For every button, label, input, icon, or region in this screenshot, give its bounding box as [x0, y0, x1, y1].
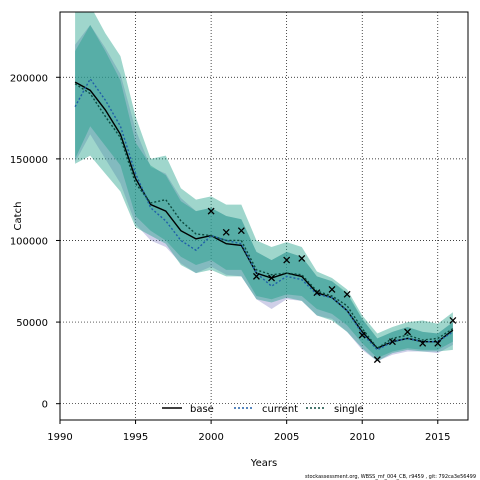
observation-marker: [283, 256, 291, 264]
confidence-band-current: [75, 25, 453, 362]
y-tick-label: 100000: [10, 236, 48, 247]
observation-marker: [237, 227, 245, 235]
y-tick-label: 150000: [10, 155, 48, 166]
marker-stroke: [388, 338, 396, 346]
observation-marker: [419, 339, 427, 347]
x-tick-label: 2015: [425, 432, 450, 443]
marker-stroke: [358, 331, 366, 339]
marker-stroke: [207, 207, 215, 215]
confidence-bands: [75, 12, 453, 362]
series-line-current: [74, 77, 454, 351]
legend-label-single: single: [334, 404, 364, 415]
observation-marker: [404, 328, 412, 336]
x-tick-label: 2010: [349, 432, 374, 443]
series-line-single: [74, 83, 454, 350]
marker-stroke: [237, 227, 245, 235]
marker-stroke: [313, 289, 321, 297]
observation-marker: [388, 338, 396, 346]
observation-marker: [252, 272, 260, 280]
marker-stroke: [252, 272, 260, 280]
confidence-band-single: [75, 12, 453, 362]
marker-stroke: [283, 256, 291, 264]
observation-marker: [434, 339, 442, 347]
marker-stroke: [298, 254, 306, 262]
legend-label-base: base: [190, 404, 214, 415]
y-tick-label: 0: [42, 400, 48, 411]
grid-layer: [59, 12, 468, 420]
confidence-band-base: [75, 25, 453, 358]
observation-marker: [222, 228, 230, 236]
observation-marker: [373, 356, 381, 364]
y-tick-label: 200000: [10, 73, 48, 84]
observation-marker: [268, 274, 276, 282]
marker-stroke: [328, 285, 336, 293]
y-tick-label: 50000: [16, 318, 48, 329]
observation-marker: [343, 290, 351, 298]
axis-ticks: 1990 1995 2000 2005 2010 2015 0 50000 100000 1500…: [10, 73, 451, 443]
x-tick-label: 2000: [198, 432, 223, 443]
observation-markers: [207, 207, 457, 364]
marker-stroke: [268, 274, 276, 282]
y-axis-label: Catch: [13, 202, 24, 231]
observation-marker: [358, 331, 366, 339]
plot-frame: [59, 11, 469, 421]
footnote: stockassessment.org, WBSS_mf_004_CB, r94…: [305, 474, 476, 480]
observation-marker: [449, 316, 457, 324]
x-tick-label: 1990: [47, 432, 72, 443]
x-tick-label: 1995: [123, 432, 148, 443]
x-tick-label: 2005: [274, 432, 299, 443]
marker-stroke: [419, 339, 427, 347]
marker-stroke: [449, 316, 457, 324]
series-lines: [74, 77, 454, 351]
observation-marker: [313, 289, 321, 297]
marker-stroke: [373, 356, 381, 364]
x-axis-label: Years: [250, 458, 277, 469]
marker-stroke: [343, 290, 351, 298]
marker-stroke: [434, 339, 442, 347]
observation-marker: [207, 207, 215, 215]
marker-stroke: [222, 228, 230, 236]
legend-label-current: current: [262, 404, 298, 415]
observation-marker: [298, 254, 306, 262]
legend: base current single: [162, 404, 364, 415]
observation-marker: [328, 285, 336, 293]
marker-stroke: [404, 328, 412, 336]
